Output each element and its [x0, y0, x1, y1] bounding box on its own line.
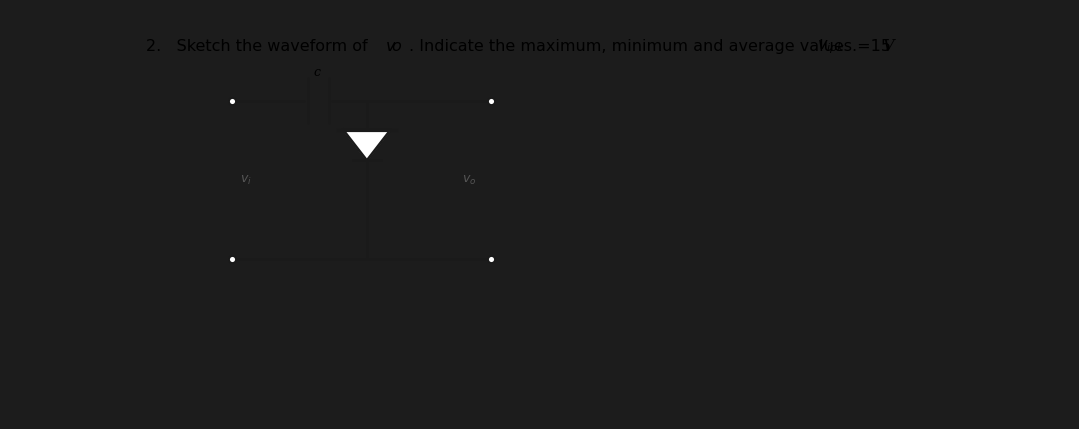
Text: c: c [314, 66, 320, 79]
Text: $v_i$: $v_i$ [241, 174, 251, 187]
Text: . Indicate the maximum, minimum and average values.: . Indicate the maximum, minimum and aver… [409, 39, 857, 54]
Text: $v\!o$: $v\!o$ [385, 38, 404, 55]
Text: =15: =15 [852, 39, 891, 54]
Text: 2.   Sketch the waveform of: 2. Sketch the waveform of [146, 39, 372, 54]
Text: V: V [883, 38, 894, 55]
Polygon shape [343, 130, 391, 160]
Text: $v_{ipk}$: $v_{ipk}$ [817, 38, 845, 56]
Text: $v_o$: $v_o$ [462, 174, 477, 187]
